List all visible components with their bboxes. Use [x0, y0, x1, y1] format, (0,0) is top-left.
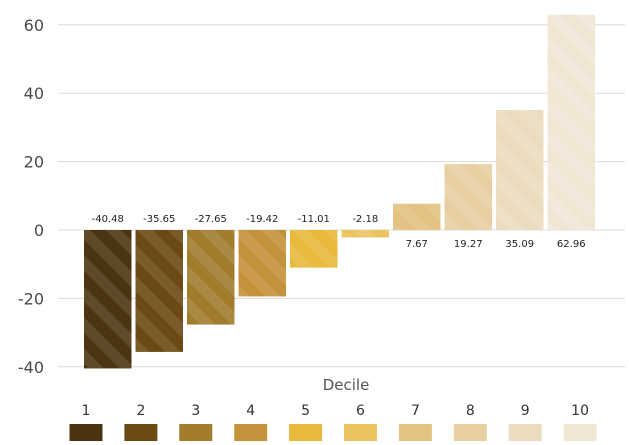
bar-hatch — [290, 230, 338, 268]
legend-swatch-decile-7 — [398, 424, 432, 441]
bars — [84, 14, 595, 369]
y-tick-label: 20 — [24, 153, 44, 172]
legend-label: 3 — [191, 403, 200, 419]
legend-label: 7 — [411, 403, 420, 419]
legend-swatch-decile-9 — [508, 424, 542, 441]
legend-swatch-decile-1 — [69, 424, 103, 441]
y-tick-label: -20 — [18, 289, 44, 308]
bar-value-label: 62.96 — [557, 239, 586, 250]
legend-label: 4 — [246, 403, 255, 419]
y-tick-label: 40 — [24, 84, 44, 103]
bar-value-label: -40.48 — [92, 214, 124, 225]
bar-value-labels: -40.48 -35.65 -27.65 -19.42 -11.01 -2.18 7.67 1… — [92, 214, 586, 250]
legend-label: 6 — [356, 403, 365, 419]
bar-hatch — [135, 230, 183, 352]
legend: 1 2 3 4 5 6 7 8 9 10 — [69, 403, 597, 441]
bar-hatch — [84, 230, 132, 369]
bar-value-label: 19.27 — [454, 239, 483, 250]
bar-hatch — [547, 14, 595, 230]
bar-value-label: -27.65 — [195, 214, 227, 225]
legend-swatch-decile-10 — [563, 424, 597, 441]
y-axis-tick-labels: 60 40 20 0 -20 -40 — [18, 16, 44, 377]
bar-value-label: 35.09 — [505, 239, 534, 250]
legend-swatch-decile-2 — [124, 424, 158, 441]
bar-value-label: 7.67 — [406, 239, 428, 250]
bar-hatch — [187, 230, 235, 325]
bar-hatch — [341, 230, 389, 238]
legend-swatch-decile-6 — [344, 424, 377, 441]
bar-value-label: -19.42 — [246, 214, 278, 225]
legend-label: 8 — [466, 403, 475, 419]
y-tick-label: 60 — [24, 16, 44, 35]
legend-swatch-decile-5 — [289, 424, 323, 441]
bar-hatch — [496, 109, 544, 230]
legend-label: 1 — [82, 403, 91, 419]
bar-hatch — [238, 230, 286, 297]
bar-value-label: -2.18 — [352, 214, 378, 225]
legend-label: 10 — [571, 403, 589, 419]
legend-swatch-decile-8 — [453, 424, 487, 441]
bar-hatch — [393, 203, 441, 230]
bar-value-label: -11.01 — [298, 214, 330, 225]
bar-hatch — [444, 164, 492, 230]
legend-swatch-decile-4 — [234, 424, 268, 441]
legend-label: 5 — [301, 403, 310, 419]
legend-swatch-decile-3 — [179, 424, 213, 441]
x-axis-title: Decile — [323, 376, 370, 394]
bar-value-label: -35.65 — [143, 214, 175, 225]
legend-label: 2 — [136, 403, 145, 419]
y-tick-label: -40 — [18, 358, 44, 377]
legend-label: 9 — [521, 403, 530, 419]
y-tick-label: 0 — [34, 221, 44, 240]
